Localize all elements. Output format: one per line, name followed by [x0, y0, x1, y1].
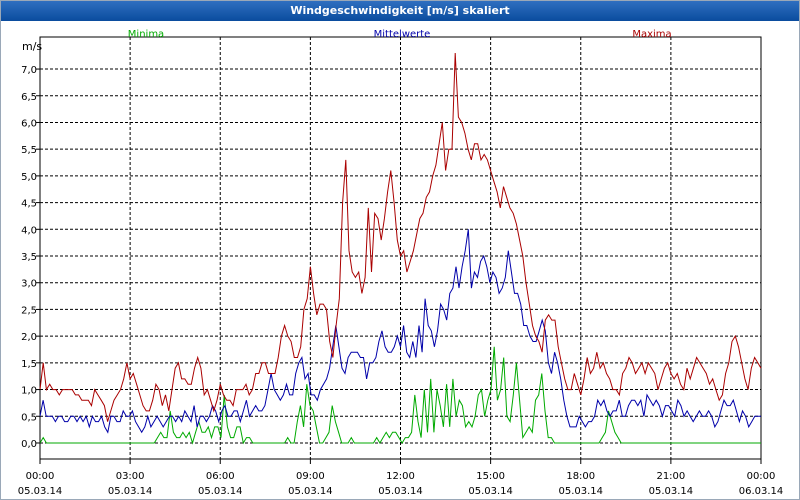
x-axis: 00:00 05.03.14 03:00 05.03.14 06:00 05.03.14 0…: [18, 459, 784, 497]
x-tick-time: 12:00: [386, 471, 415, 482]
y-tick-label: 6,0: [21, 118, 37, 129]
maxima-line: [39, 52, 762, 422]
minima-line: [39, 346, 761, 445]
legend-minima: Minima: [128, 29, 164, 40]
y-tick-label: 5,5: [21, 145, 37, 156]
legend-maxima: Maxima: [632, 29, 671, 40]
y-axis: 0,0 0,5 1,0 1,5 2,0 2,5 3,0 3,5 4,0 4,5 5,0 5,5 6,0 6…: [21, 65, 40, 450]
x-tick-time: 06:00: [206, 471, 235, 482]
y-tick-label: 1,0: [21, 386, 37, 397]
x-tick-time: 00:00: [26, 471, 55, 482]
window-title: Windgeschwindigkeit [m/s] skaliert: [1, 1, 799, 21]
y-tick-label: 0,5: [21, 412, 37, 423]
x-tick-time: 18:00: [566, 471, 595, 482]
x-tick-time: 21:00: [656, 471, 685, 482]
series-lines: [39, 52, 762, 445]
y-tick-label: 1,5: [21, 359, 37, 370]
x-tick-date: 06.03.14: [739, 486, 784, 497]
x-tick-time: 00:00: [747, 471, 776, 482]
x-tick-date: 05.03.14: [108, 486, 153, 497]
mittelwerte-line: [39, 229, 761, 434]
x-tick-date: 05.03.14: [198, 486, 243, 497]
y-tick-label: 3,0: [21, 279, 37, 290]
y-tick-label: 2,5: [21, 305, 37, 316]
x-tick-date: 05.03.14: [18, 486, 63, 497]
y-tick-label: 2,0: [21, 332, 37, 343]
x-tick-time: 09:00: [296, 471, 325, 482]
x-tick-time: 03:00: [116, 471, 145, 482]
x-tick-date: 05.03.14: [378, 486, 423, 497]
legend-mittelwerte: Mittelwerte: [374, 29, 431, 40]
x-tick-date: 05.03.14: [468, 486, 513, 497]
y-tick-label: 4,0: [21, 225, 37, 236]
x-tick-date: 05.03.14: [288, 486, 333, 497]
y-tick-label: 0,0: [21, 439, 37, 450]
y-tick-label: 3,5: [21, 252, 37, 263]
chart-svg: 0,0 0,5 1,0 1,5 2,0 2,5 3,0 3,5 4,0 4,5 5,0 5,5 6,0 6…: [18, 29, 784, 497]
x-tick-date: 05.03.14: [649, 486, 694, 497]
y-tick-label: 6,5: [21, 92, 37, 103]
x-tick-time: 15:00: [476, 471, 505, 482]
y-tick-label: 7,0: [21, 65, 37, 76]
y-tick-label: 4,5: [21, 199, 37, 210]
x-tick-date: 05.03.14: [558, 486, 603, 497]
y-axis-label: m/s: [22, 40, 42, 53]
y-tick-label: 5,0: [21, 172, 37, 183]
